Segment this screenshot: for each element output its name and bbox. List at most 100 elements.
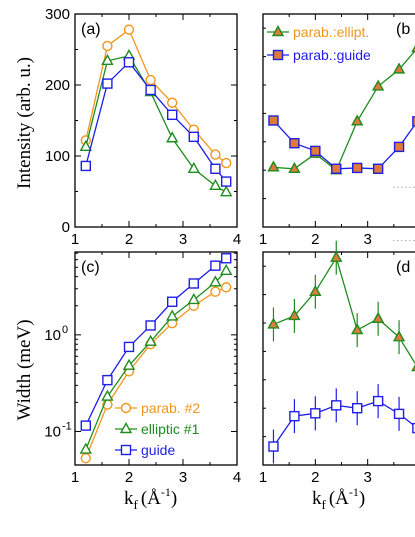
xtick-label: 2 — [125, 231, 133, 248]
ylabel-width: Width (meV) — [14, 319, 35, 420]
xtick-label: 4 — [233, 231, 241, 248]
data-point — [166, 131, 179, 143]
frame-a — [74, 13, 238, 228]
data-point — [331, 400, 342, 411]
ytick-label: 0 — [62, 219, 70, 236]
xtick-label: 2 — [311, 231, 319, 248]
data-point — [123, 57, 135, 68]
legend-b: parab.:ellipt. parab.:guide — [267, 24, 371, 63]
data-point — [187, 161, 200, 173]
data-point — [371, 79, 385, 91]
xtick-label: 3 — [179, 231, 187, 248]
ytick-label: 10 — [44, 327, 61, 344]
ytick-exponent: -1 — [62, 420, 72, 432]
data-point — [352, 403, 363, 414]
xtick-label: 1 — [259, 231, 267, 248]
data-point — [220, 282, 232, 293]
data-point — [210, 163, 221, 174]
data-point — [220, 253, 232, 264]
frame-b — [262, 13, 415, 228]
data-point — [371, 311, 385, 323]
series-line — [273, 256, 415, 365]
series-d-blue — [268, 384, 415, 464]
data-point — [145, 84, 156, 96]
data-point — [372, 395, 384, 407]
series-c-blue — [80, 253, 232, 431]
data-point — [393, 408, 405, 420]
series-b-blue — [268, 115, 415, 174]
data-point — [101, 389, 114, 401]
data-point — [122, 358, 136, 370]
ytick-label: 200 — [45, 77, 70, 94]
data-point — [330, 250, 343, 262]
legend-label: parab.:ellipt. — [293, 24, 369, 40]
xtick-label: 3 — [179, 469, 187, 486]
data-point — [166, 296, 178, 307]
data-point — [102, 40, 113, 52]
data-point — [166, 97, 178, 108]
data-point — [220, 263, 233, 276]
xtick-label: 3 — [363, 469, 371, 486]
data-point — [288, 308, 301, 321]
data-point — [79, 442, 92, 454]
series-d-green — [267, 240, 415, 372]
data-point — [352, 162, 363, 174]
data-point — [209, 275, 222, 287]
series-c-green — [79, 263, 233, 454]
ytick-label: 10 — [44, 423, 61, 440]
data-point — [392, 62, 406, 74]
data-point — [123, 24, 135, 35]
data-point — [145, 74, 156, 86]
panel-d: 1 2 3 (d — [259, 240, 415, 486]
data-point — [267, 317, 280, 329]
data-point — [102, 374, 113, 386]
series-a-blue — [80, 57, 232, 187]
panel-label-a: (a) — [81, 21, 101, 38]
data-point — [187, 292, 200, 305]
data-point — [210, 149, 221, 160]
data-point — [188, 131, 200, 143]
xtick-label: 2 — [311, 469, 319, 486]
data-point — [289, 138, 300, 149]
data-point — [289, 410, 300, 422]
data-point — [392, 330, 406, 342]
data-point — [268, 115, 279, 126]
data-point — [288, 161, 301, 173]
data-point — [393, 141, 405, 153]
panel-b: 1 2 3 (b parab.:ellipt. parab.:guide — [259, 13, 415, 248]
xtick-label: 1 — [71, 231, 79, 248]
data-point — [267, 160, 280, 172]
panel-label-b: (b — [396, 21, 410, 38]
data-point — [144, 334, 157, 346]
frame-d — [262, 251, 415, 466]
data-point — [101, 53, 114, 66]
legend-marker — [272, 49, 284, 61]
xtick-label: 1 — [259, 469, 267, 486]
data-point — [310, 408, 321, 419]
legend-marker — [120, 444, 132, 456]
data-point — [351, 114, 364, 126]
data-point — [166, 109, 178, 121]
data-point — [309, 284, 322, 296]
legend-label: elliptic #1 — [141, 421, 200, 437]
data-point — [210, 286, 221, 297]
legend-marker — [120, 402, 132, 414]
data-point — [220, 185, 233, 197]
panel-label-d: (d — [396, 259, 410, 276]
data-point — [80, 160, 92, 172]
data-point — [412, 422, 415, 434]
xlabel-left: kf (Å-1) — [124, 485, 177, 512]
data-point — [310, 145, 321, 157]
data-point — [220, 176, 232, 187]
data-point — [220, 157, 232, 169]
series-a-green — [79, 48, 233, 197]
panel-a: 1 2 3 4 0 100 200 300 (a) — [45, 6, 241, 248]
data-point — [268, 441, 279, 452]
data-point — [188, 278, 200, 289]
data-point — [209, 178, 222, 191]
legend-label: parab.:guide — [293, 47, 371, 63]
data-point — [145, 320, 156, 331]
svg-text:kf(Å-1): kf (Å-1) — [312, 485, 365, 512]
